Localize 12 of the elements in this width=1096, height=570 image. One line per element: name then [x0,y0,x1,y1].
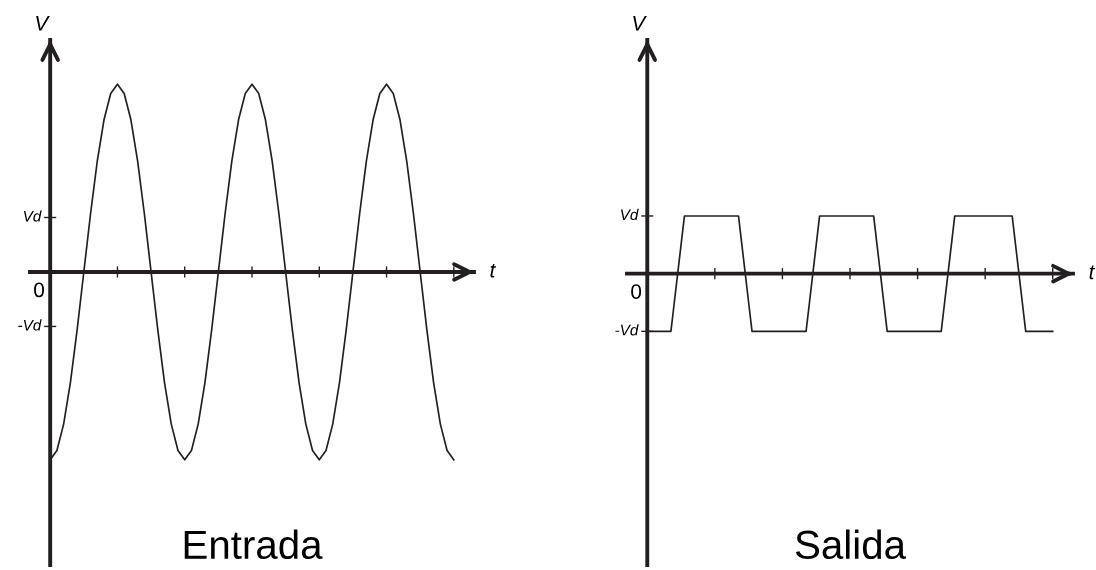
y-axis-title: V [633,16,647,31]
ref-line-label: Vd [23,210,42,222]
y-axis-title: V [36,16,50,31]
text: 0 [631,284,642,299]
text: Salida [795,529,906,560]
ref-line-label: Vd [620,208,639,221]
text: Entrada [184,529,323,560]
ref-line-label: -Vd [615,324,639,336]
x-axis-title: t [1089,265,1096,280]
ref-line-label: -Vd [18,319,42,331]
text: 0 [34,282,45,298]
x-axis-title: t [490,263,497,278]
